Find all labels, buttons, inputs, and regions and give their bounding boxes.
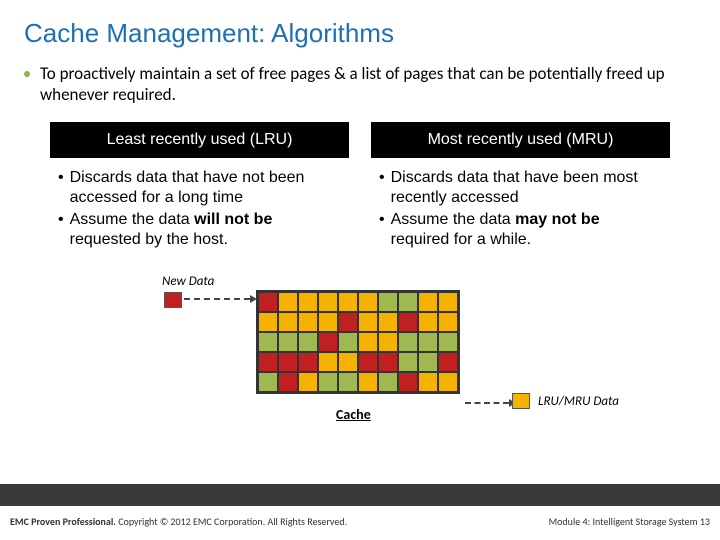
lru-data-swatch [512, 393, 530, 409]
cache-cell [398, 292, 418, 312]
cache-cell [298, 372, 318, 392]
cache-cell [258, 292, 278, 312]
cache-cell [418, 332, 438, 352]
list-item: • Discards data that have not been access… [58, 168, 341, 208]
cache-cell [438, 372, 458, 392]
cache-label: Cache [336, 406, 371, 423]
footer-left: EMC Proven Professional. Copyright © 201… [10, 515, 347, 528]
bullet-icon [24, 71, 30, 77]
cache-cell [338, 292, 358, 312]
cache-cell [278, 352, 298, 372]
cache-cell [318, 352, 338, 372]
cache-cell [358, 372, 378, 392]
cache-cell [378, 332, 398, 352]
list-item-text: Discards data that have been most recent… [391, 168, 662, 208]
mru-header: Most recently used (MRU) [371, 122, 670, 158]
mru-body: • Discards data that have been most recen… [371, 158, 670, 266]
cache-cell [318, 332, 338, 352]
cache-cell [358, 352, 378, 372]
lru-arrow-icon [465, 402, 509, 404]
two-column-compare: Least recently used (LRU) • Discards data… [0, 116, 720, 266]
cache-cell [378, 312, 398, 332]
cache-cell [418, 372, 438, 392]
intro-text: To proactively maintain a set of free pa… [40, 63, 696, 106]
cache-cell [258, 372, 278, 392]
cache-cell [438, 292, 458, 312]
cache-cell [438, 352, 458, 372]
cache-cell [278, 332, 298, 352]
cache-cell [358, 332, 378, 352]
cache-cell [398, 352, 418, 372]
bullet-icon: • [58, 210, 64, 230]
cache-cell [278, 312, 298, 332]
cache-cell [338, 332, 358, 352]
lru-body: • Discards data that have not been access… [50, 158, 349, 266]
cache-cell [378, 292, 398, 312]
cache-cell [298, 352, 318, 372]
bullet-icon: • [379, 168, 385, 188]
cache-cell [358, 292, 378, 312]
intro-block: To proactively maintain a set of free pa… [0, 57, 720, 116]
cache-cell [438, 332, 458, 352]
cache-cell [298, 292, 318, 312]
list-item-text: Assume the data may not be required for … [391, 210, 662, 250]
new-data-arrow-icon [184, 298, 250, 300]
cache-cell [278, 292, 298, 312]
lru-header: Least recently used (LRU) [50, 122, 349, 158]
list-item-text: Discards data that have not been accesse… [70, 168, 341, 208]
cache-cell [418, 352, 438, 372]
footer-left-bold: EMC Proven Professional. [10, 515, 116, 528]
cache-cell [398, 312, 418, 332]
cache-cell [318, 312, 338, 332]
cache-cell [338, 372, 358, 392]
lru-column: Least recently used (LRU) • Discards data… [50, 122, 349, 266]
cache-cell [298, 332, 318, 352]
list-item: • Assume the data will not be requested b… [58, 210, 341, 250]
cache-cell [298, 312, 318, 332]
cache-cell [418, 312, 438, 332]
cache-cell [318, 292, 338, 312]
cache-cell [278, 372, 298, 392]
list-item: • Discards data that have been most recen… [379, 168, 662, 208]
cache-cell [338, 312, 358, 332]
cache-cell [258, 312, 278, 332]
cache-cell [398, 372, 418, 392]
cache-diagram: New Data LRU/MRU Data Cache [0, 274, 720, 429]
footer-right: Module 4: Intelligent Storage System 13 [549, 515, 710, 528]
list-item: • Assume the data may not be required for… [379, 210, 662, 250]
cache-cell [258, 352, 278, 372]
footer-left-rest: Copyright © 2012 EMC Corporation. All Ri… [116, 515, 347, 528]
new-data-label: New Data [162, 274, 214, 289]
bullet-icon: • [58, 168, 64, 188]
lru-data-label: LRU/MRU Data [538, 394, 619, 409]
list-item-text: Assume the data will not be requested by… [70, 210, 341, 250]
page-title: Cache Management: Algorithms [0, 0, 720, 57]
cache-cell [398, 332, 418, 352]
cache-cell [378, 352, 398, 372]
cache-cell [438, 312, 458, 332]
cache-cell [418, 292, 438, 312]
new-data-swatch [164, 292, 182, 308]
cache-cell [358, 312, 378, 332]
cache-cell [378, 372, 398, 392]
footer-bar [0, 484, 720, 506]
cache-grid [256, 290, 460, 394]
bullet-icon: • [379, 210, 385, 230]
cache-cell [338, 352, 358, 372]
cache-cell [318, 372, 338, 392]
mru-column: Most recently used (MRU) • Discards data … [371, 122, 670, 266]
cache-cell [258, 332, 278, 352]
